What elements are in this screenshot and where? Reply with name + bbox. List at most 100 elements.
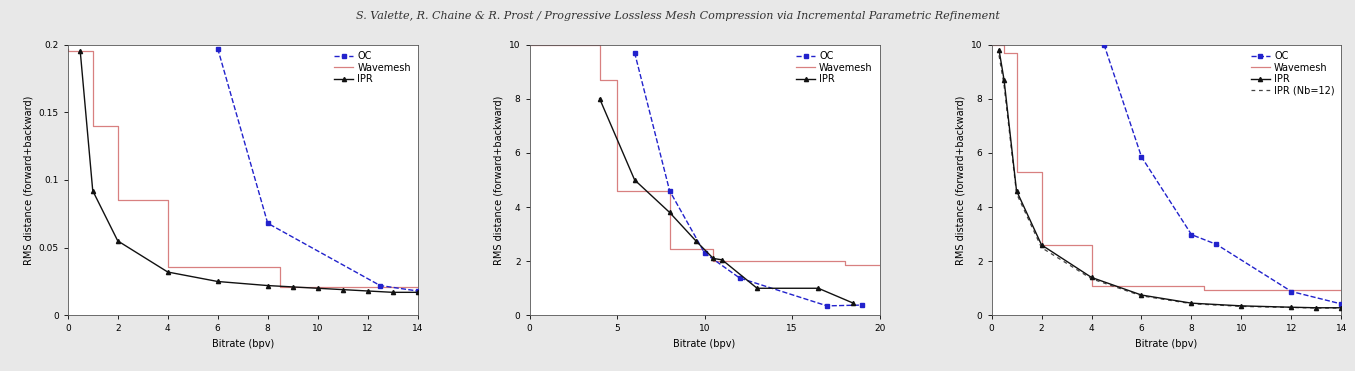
IPR [260,283,276,288]
IPR (Nb=12) [996,83,1012,87]
OC [260,221,276,226]
Wavemesh [1333,288,1350,292]
OC [1283,289,1299,294]
Legend: OC, Wavemesh, IPR, IPR (Nb=12): OC, Wavemesh, IPR, IPR (Nb=12) [1249,49,1336,98]
IPR [688,239,705,243]
Line: OC: OC [215,46,420,293]
Line: IPR: IPR [997,48,1344,310]
IPR (Nb=12) [1084,276,1100,281]
IPR (Nb=12) [1133,293,1149,298]
IPR [1034,243,1050,247]
OC [661,188,678,193]
Wavemesh [160,198,176,203]
OC [1333,302,1350,306]
Line: OC: OC [1102,42,1344,306]
Line: IPR (Nb=12): IPR (Nb=12) [999,55,1341,308]
Wavemesh [1196,288,1213,292]
X-axis label: Bitrate (bpv): Bitrate (bpv) [1135,339,1198,349]
Y-axis label: RMS distance (forward+backward): RMS distance (forward+backward) [493,95,504,265]
Wavemesh [84,49,100,53]
Wavemesh [608,78,625,82]
IPR [749,286,766,290]
Y-axis label: RMS distance (forward+backward): RMS distance (forward+backward) [23,95,33,265]
Wavemesh [1034,170,1050,174]
Wavemesh [272,285,289,289]
Wavemesh [409,285,425,289]
Wavemesh [661,188,678,193]
Wavemesh [522,42,538,47]
Wavemesh [592,78,608,82]
Wavemesh [60,49,76,53]
Wavemesh [996,42,1012,47]
IPR (Nb=12) [1309,306,1325,310]
OC [1183,232,1199,237]
OC [854,303,870,307]
Wavemesh [592,42,608,47]
Wavemesh [84,124,100,128]
Wavemesh [608,188,625,193]
Wavemesh [996,50,1012,55]
IPR (Nb=12) [1008,191,1024,196]
IPR [991,48,1007,52]
Text: S. Valette, R. Chaine & R. Prost / Progressive Lossless Mesh Compression via Inc: S. Valette, R. Chaine & R. Prost / Progr… [355,11,1000,21]
Wavemesh [1084,283,1100,288]
Line: IPR: IPR [79,49,420,295]
IPR [385,290,401,295]
IPR [335,288,351,292]
IPR [1333,306,1350,310]
IPR [1008,188,1024,193]
Wavemesh [836,259,852,263]
IPR [359,289,375,293]
IPR [661,210,678,215]
Wavemesh [1196,283,1213,288]
IPR [1233,303,1249,308]
Wavemesh [110,124,126,128]
OC [210,46,226,51]
IPR (Nb=12) [1183,302,1199,306]
Wavemesh [705,247,721,251]
Wavemesh [984,42,1000,47]
IPR (Nb=12) [991,53,1007,58]
Legend: OC, Wavemesh, IPR: OC, Wavemesh, IPR [332,49,413,86]
IPR (Nb=12) [1333,306,1350,310]
OC [696,251,713,255]
Line: OC: OC [633,50,864,308]
Wavemesh [836,263,852,267]
OC [818,303,835,308]
IPR [309,286,325,290]
IPR [1283,305,1299,309]
IPR [810,286,827,290]
IPR [1183,301,1199,305]
Line: IPR: IPR [598,96,855,305]
Y-axis label: RMS distance (forward+backward): RMS distance (forward+backward) [955,95,966,265]
OC [1133,155,1149,159]
IPR [160,270,176,274]
Wavemesh [160,265,176,269]
IPR [1084,275,1100,280]
OC [1096,42,1112,47]
Legend: OC, Wavemesh, IPR: OC, Wavemesh, IPR [794,49,875,86]
OC [1209,242,1225,247]
OC [373,283,389,288]
OC [626,50,642,55]
OC [732,276,748,280]
IPR [705,256,721,261]
Wavemesh [1084,243,1100,247]
IPR [1133,293,1149,297]
X-axis label: Bitrate (bpv): Bitrate (bpv) [673,339,736,349]
Wavemesh [705,259,721,263]
Wavemesh [272,265,289,269]
IPR [84,188,100,193]
IPR [996,78,1012,82]
IPR [285,285,301,289]
IPR (Nb=12) [1283,305,1299,310]
Wavemesh [1034,243,1050,247]
Line: Wavemesh: Wavemesh [530,45,879,265]
Wavemesh [871,263,888,267]
Line: Wavemesh: Wavemesh [68,49,417,287]
Wavemesh [110,198,126,203]
Line: Wavemesh: Wavemesh [992,45,1341,290]
IPR [72,49,88,53]
IPR [714,257,730,262]
IPR [592,96,608,101]
